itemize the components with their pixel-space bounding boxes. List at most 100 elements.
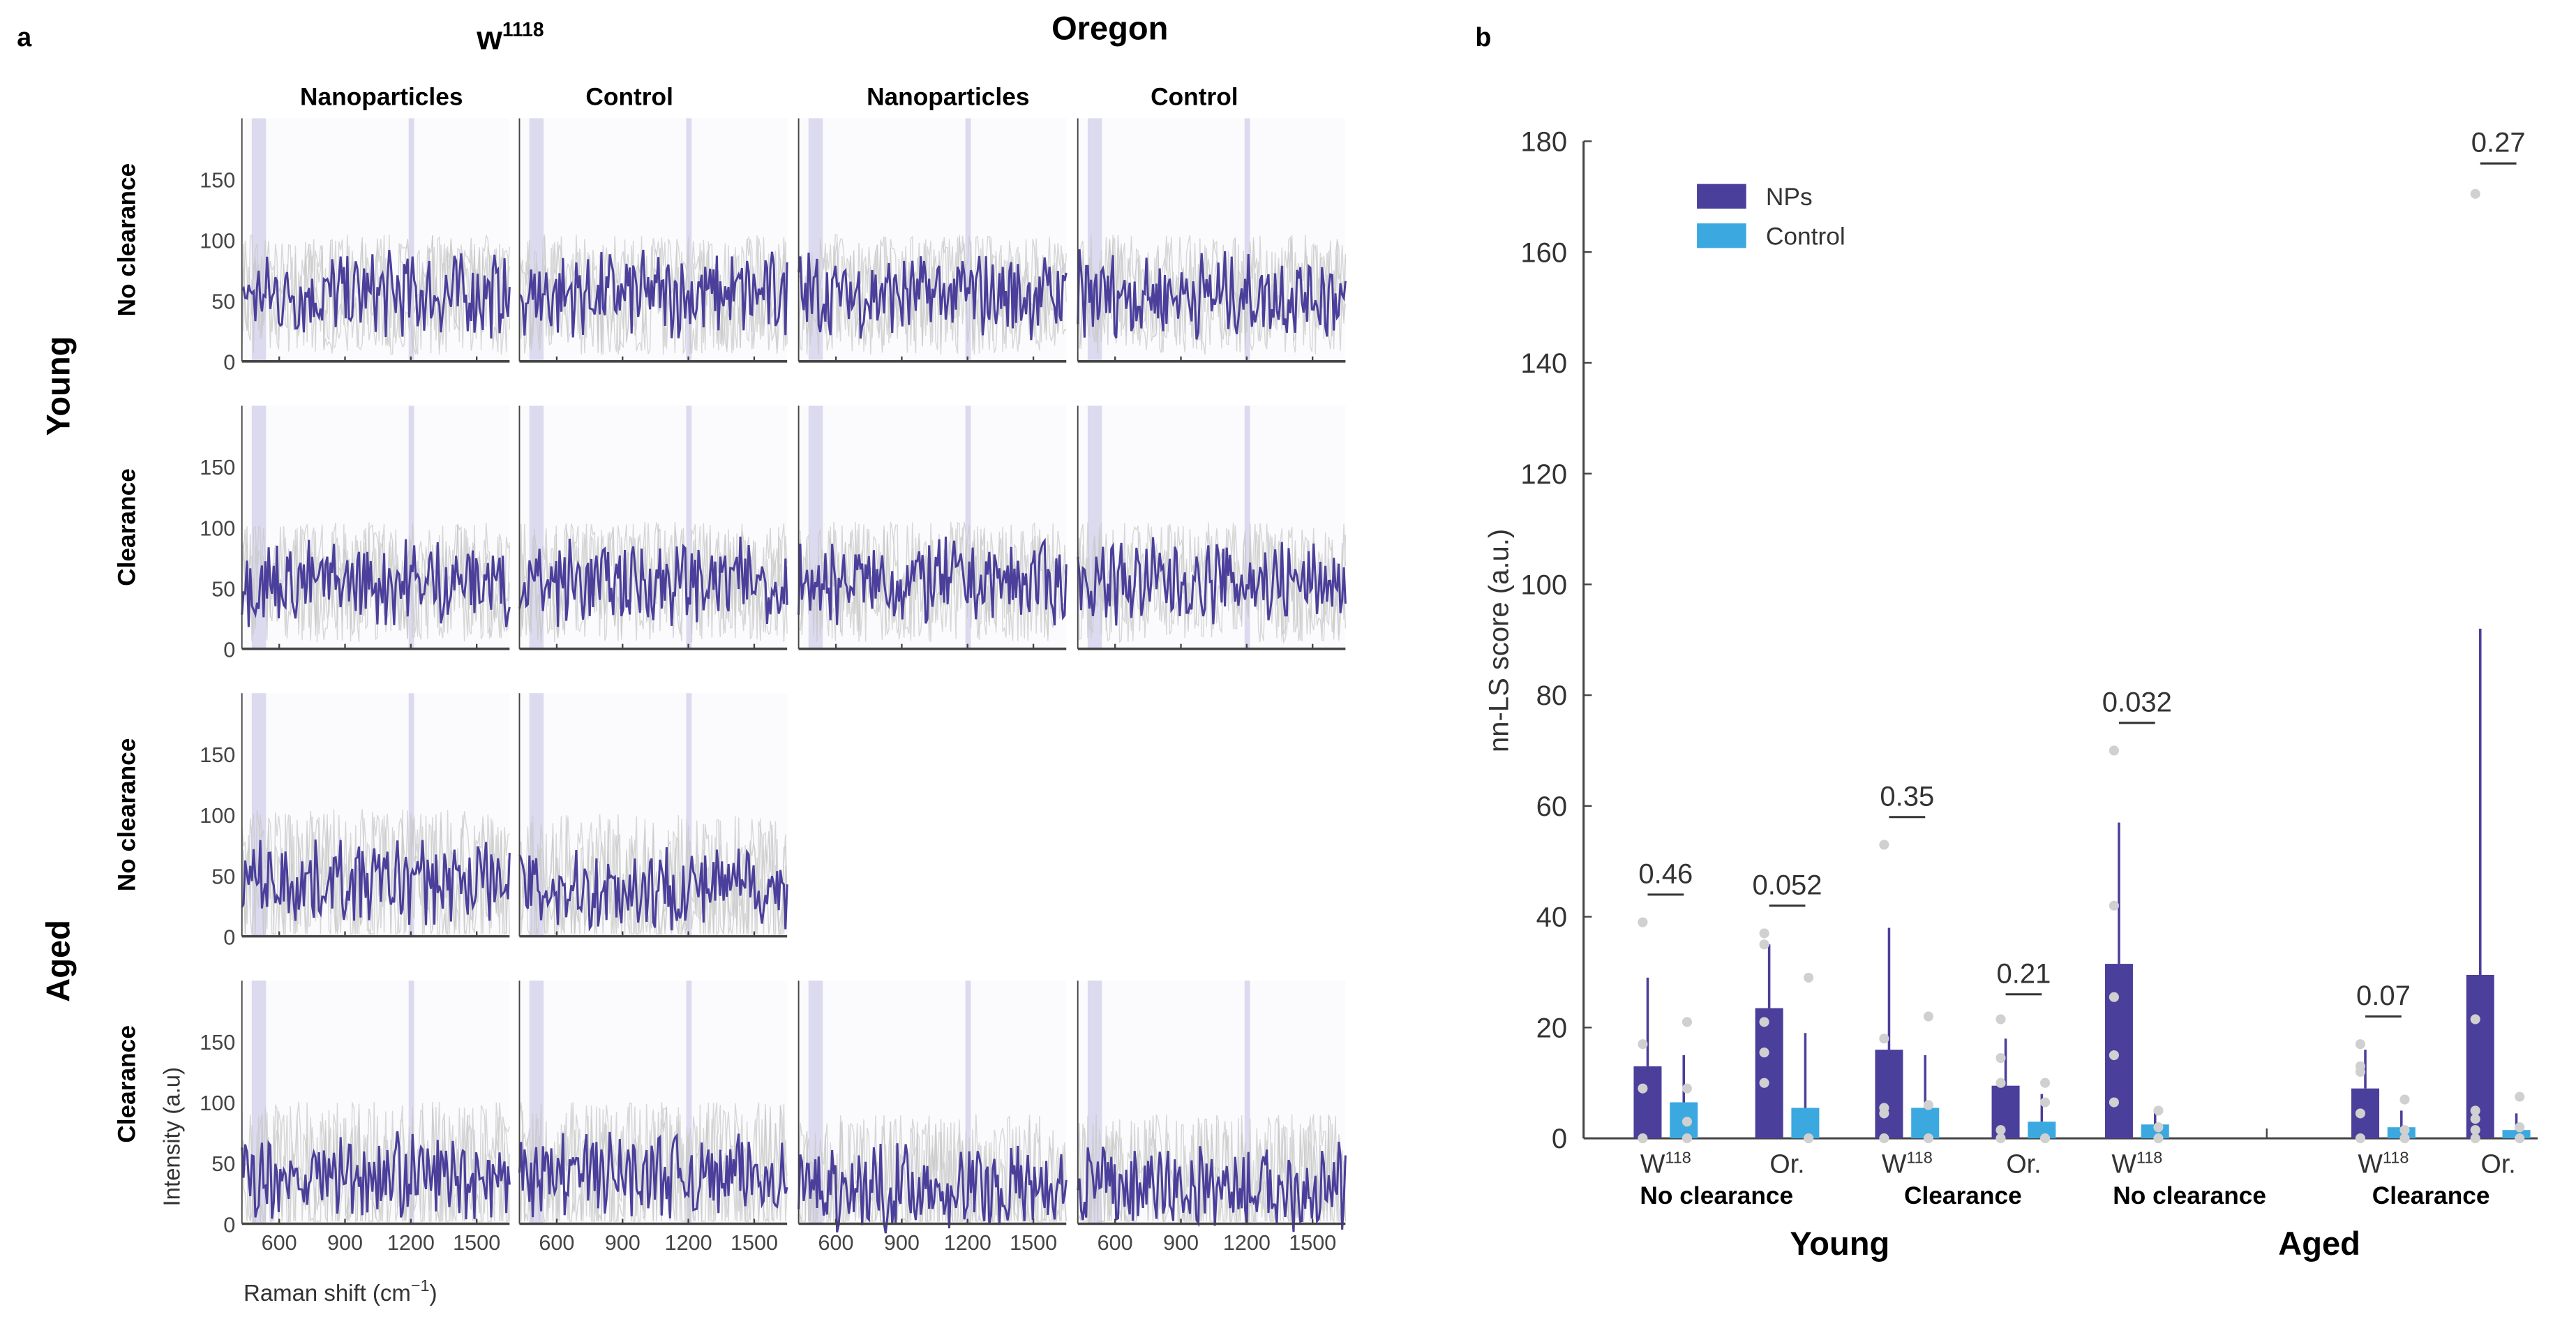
control-data-point xyxy=(2515,1133,2525,1144)
row-label-aged-no-clearance: No clearance xyxy=(114,738,141,892)
np-bar xyxy=(1755,1008,1783,1139)
np-data-point xyxy=(2470,1114,2480,1124)
mean-spectrum-line xyxy=(518,847,788,932)
x-category-label: W118 xyxy=(2111,1148,2162,1178)
control-bar xyxy=(2028,1121,2056,1139)
strain-name: W xyxy=(1882,1149,1907,1179)
strain-name: Or. xyxy=(2481,1149,2516,1179)
p-value-label: 0.052 xyxy=(1752,870,1822,900)
shaded-band xyxy=(686,693,692,937)
individual-spectrum-line xyxy=(518,524,788,642)
mean-spectrum-line xyxy=(797,252,1068,341)
control-data-point xyxy=(1804,972,1814,983)
age-label-aged: Aged xyxy=(40,920,77,1002)
np-data-point xyxy=(1638,1039,1648,1050)
p-value-label: 0.07 xyxy=(2356,981,2411,1011)
np-data-point xyxy=(1879,1103,1889,1113)
np-data-point xyxy=(1638,917,1648,927)
y-tick-label: 100 xyxy=(1520,570,1567,601)
shaded-band xyxy=(1244,981,1250,1224)
x-tick-label: 900 xyxy=(327,1231,363,1255)
y-tick-label: 50 xyxy=(211,865,235,888)
shaded-band xyxy=(686,405,692,649)
np-data-point xyxy=(1759,928,1769,939)
y-tick-label: 50 xyxy=(211,577,235,601)
panel-a-label: a xyxy=(17,22,32,52)
spectrum-subplot: 600 900 1200 1500 0 50 100 150 xyxy=(200,981,511,1255)
individual-spectrum-line xyxy=(797,235,1067,355)
control-data-point xyxy=(2515,1122,2525,1133)
control-data-point xyxy=(1682,1117,1693,1127)
individual-spectrum-line xyxy=(798,234,1067,355)
bar-group: 0.032 W118 xyxy=(2102,687,2172,1178)
shaded-band xyxy=(408,118,414,362)
np-data-point xyxy=(2470,1133,2480,1144)
control-data-point xyxy=(2153,1122,2164,1133)
spectrum-subplot xyxy=(518,405,788,650)
spectrum-subplot xyxy=(797,405,1068,650)
control-bar xyxy=(1791,1108,1820,1139)
y-axis-label-nnls: nn-LS score (a.u.) xyxy=(1483,529,1514,752)
mean-spectrum-line xyxy=(1077,1141,1347,1232)
control-data-point xyxy=(2039,1133,2051,1144)
np-data-point xyxy=(2355,1061,2366,1071)
np-data-point xyxy=(2355,1133,2366,1144)
control-data-point xyxy=(2039,1078,2051,1088)
y-tick-label: 150 xyxy=(200,743,235,767)
x-axis-label-sup: −1 xyxy=(411,1276,430,1295)
y-tick-label: 60 xyxy=(1536,791,1568,822)
np-data-point xyxy=(1995,1125,2006,1135)
y-tick-label: 150 xyxy=(200,1031,235,1055)
x-category-label: Or. xyxy=(1769,1149,1804,1179)
shaded-band xyxy=(965,118,971,362)
mean-spectrum-line xyxy=(241,1131,511,1220)
x-tick-label: 600 xyxy=(818,1231,854,1255)
shaded-band xyxy=(408,405,414,649)
x-tick-label: 1500 xyxy=(1289,1231,1336,1255)
p-value-label: 0.21 xyxy=(1997,958,2051,989)
x-tick-label: 600 xyxy=(262,1231,297,1255)
strain-w-sup: 1118 xyxy=(502,18,544,40)
column-title-w-np: Nanoparticles xyxy=(300,84,463,111)
panel-a-spectra-grid: a w1118 Oregon Nanoparticles Control Nan… xyxy=(17,9,1347,1306)
mean-spectrum-line xyxy=(241,839,511,925)
np-data-point xyxy=(1638,1083,1648,1094)
np-data-point xyxy=(2109,992,2119,1002)
age-label-young-b: Young xyxy=(1790,1225,1889,1262)
spectrum-subplot: 600 900 1200 1500 xyxy=(1077,981,1347,1255)
spectrum-subplot xyxy=(518,693,788,938)
x-axis-label-raman: Raman shift (cm−1) xyxy=(244,1276,437,1306)
spectrum-subplot xyxy=(1077,405,1347,650)
bar-group: 0.07 W118 xyxy=(2351,981,2416,1179)
mean-spectrum-line xyxy=(797,536,1068,626)
mean-spectrum-line xyxy=(1077,249,1347,340)
x-tick-label: 1500 xyxy=(453,1231,500,1255)
shaded-band xyxy=(686,981,692,1224)
legend-label-nps: NPs xyxy=(1766,184,1813,211)
x-axis-label-end: ) xyxy=(430,1280,437,1306)
np-data-point xyxy=(1759,1017,1769,1027)
x-category-label: W118 xyxy=(1640,1148,1691,1178)
y-tick-label: 0 xyxy=(223,638,235,662)
control-data-point xyxy=(2039,1097,2051,1108)
legend-label-control: Control xyxy=(1766,223,1845,251)
x-tick-label: 1200 xyxy=(1223,1231,1271,1255)
np-data-point xyxy=(1879,1034,1889,1044)
strain-title-oregon: Oregon xyxy=(1051,9,1168,46)
y-tick-label: 80 xyxy=(1536,680,1568,711)
mean-spectrum-line xyxy=(518,249,788,338)
y-tick-label: 0 xyxy=(223,351,235,375)
condition-label-young-clearance: Clearance xyxy=(1904,1182,2022,1209)
p-value-label: 0.032 xyxy=(2102,687,2172,717)
np-bar xyxy=(1633,1066,1662,1139)
p-value-label: 0.27 xyxy=(2471,128,2526,158)
mean-spectrum-line xyxy=(518,536,788,627)
np-data-point xyxy=(1995,1078,2006,1088)
strain-title-w1118: w1118 xyxy=(476,18,544,57)
spectrum-subplot: 0 50 100 150 xyxy=(200,693,511,949)
np-data-point xyxy=(2355,1039,2366,1050)
np-data-point xyxy=(2109,745,2119,756)
spectrum-subplot: 600 900 1200 1500 xyxy=(518,981,788,1255)
strain-name: Or. xyxy=(1769,1149,1804,1179)
